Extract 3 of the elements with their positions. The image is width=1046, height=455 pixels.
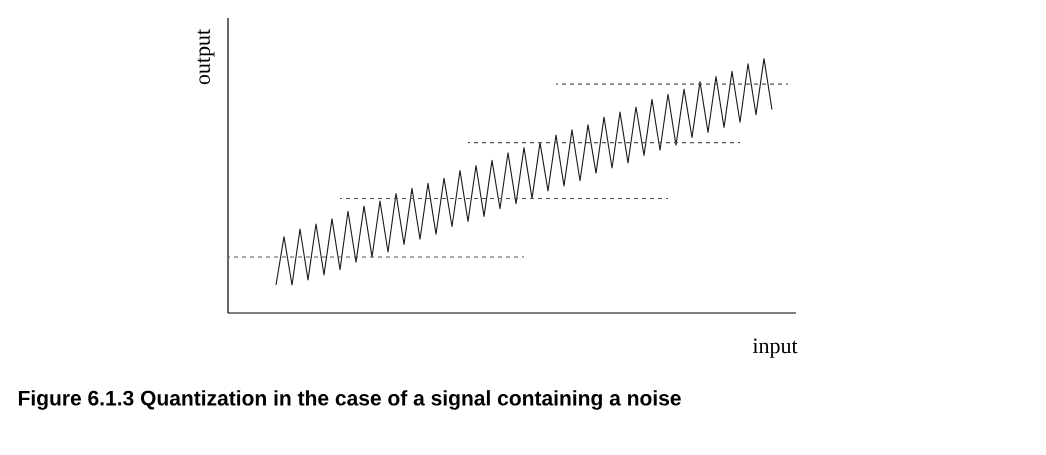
y-axis-title: output	[197, 29, 215, 85]
x-axis-title: input	[752, 338, 798, 358]
text: Figure 6.1.3 Quantization in the case of a signal containing a noise	[18, 390, 681, 410]
